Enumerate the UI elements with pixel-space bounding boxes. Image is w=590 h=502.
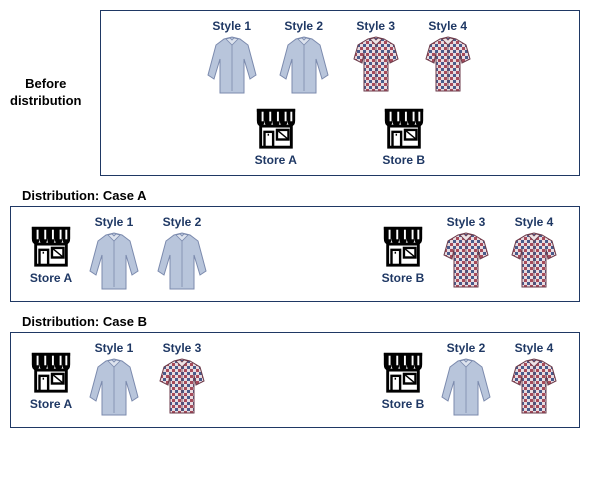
long-shirt-icon: [85, 357, 143, 419]
style-label: Style 1: [95, 341, 134, 355]
before-section: Beforedistribution Style 1 Style 2 Style…: [10, 10, 580, 176]
style-item: Style 1: [85, 215, 143, 293]
store-icon: [380, 105, 428, 151]
store-item: Store B: [379, 349, 427, 411]
style-item: Style 3: [153, 341, 211, 419]
style-item: Style 4: [419, 19, 477, 97]
style-label: Style 1: [95, 215, 134, 229]
short-shirt-icon: [153, 357, 211, 419]
store-label: Store B: [382, 271, 425, 285]
style-label: Style 4: [515, 341, 554, 355]
style-label: Style 3: [163, 341, 202, 355]
before-styles-row: Style 1 Style 2 Style 3 Style 4: [111, 19, 570, 97]
store-icon: [27, 349, 75, 395]
style-label: Style 2: [447, 341, 486, 355]
short-shirt-icon: [505, 231, 563, 293]
long-shirt-icon: [275, 35, 333, 97]
style-item: Style 2: [153, 215, 211, 293]
store-label: Store A: [255, 153, 297, 167]
long-shirt-icon: [153, 231, 211, 293]
store-icon: [379, 349, 427, 395]
case-title: Distribution: Case A: [22, 188, 580, 203]
case-box: Store A Style 1 Style 3 Store B Style 2 …: [10, 332, 580, 428]
before-title: Beforedistribution: [10, 76, 82, 110]
store-icon: [252, 105, 300, 151]
style-item: Style 3: [347, 19, 405, 97]
store-item: Store B: [379, 223, 427, 285]
style-item: Style 2: [275, 19, 333, 97]
case-box: Store A Style 1 Style 2 Store B Style 3 …: [10, 206, 580, 302]
style-item: Style 1: [85, 341, 143, 419]
style-label: Style 2: [284, 19, 323, 33]
short-shirt-icon: [347, 35, 405, 97]
store-item: Store B: [380, 105, 428, 167]
store-label: Store B: [382, 397, 425, 411]
long-shirt-icon: [85, 231, 143, 293]
store-icon: [27, 223, 75, 269]
style-label: Style 4: [428, 19, 467, 33]
store-icon: [379, 223, 427, 269]
style-label: Style 4: [515, 215, 554, 229]
store-label: Store B: [382, 153, 425, 167]
style-label: Style 3: [356, 19, 395, 33]
short-shirt-icon: [419, 35, 477, 97]
style-item: Style 1: [203, 19, 261, 97]
store-label: Store A: [30, 271, 72, 285]
before-stores-row: Store A Store B: [111, 105, 570, 167]
store-item: Store A: [252, 105, 300, 167]
style-item: Style 2: [437, 341, 495, 419]
long-shirt-icon: [203, 35, 261, 97]
style-item: Style 3: [437, 215, 495, 293]
case-title: Distribution: Case B: [22, 314, 580, 329]
style-label: Style 2: [163, 215, 202, 229]
long-shirt-icon: [437, 357, 495, 419]
short-shirt-icon: [437, 231, 495, 293]
store-item: Store A: [27, 223, 75, 285]
style-label: Style 3: [447, 215, 486, 229]
style-item: Style 4: [505, 341, 563, 419]
store-item: Store A: [27, 349, 75, 411]
style-label: Style 1: [212, 19, 251, 33]
style-item: Style 4: [505, 215, 563, 293]
store-label: Store A: [30, 397, 72, 411]
short-shirt-icon: [505, 357, 563, 419]
